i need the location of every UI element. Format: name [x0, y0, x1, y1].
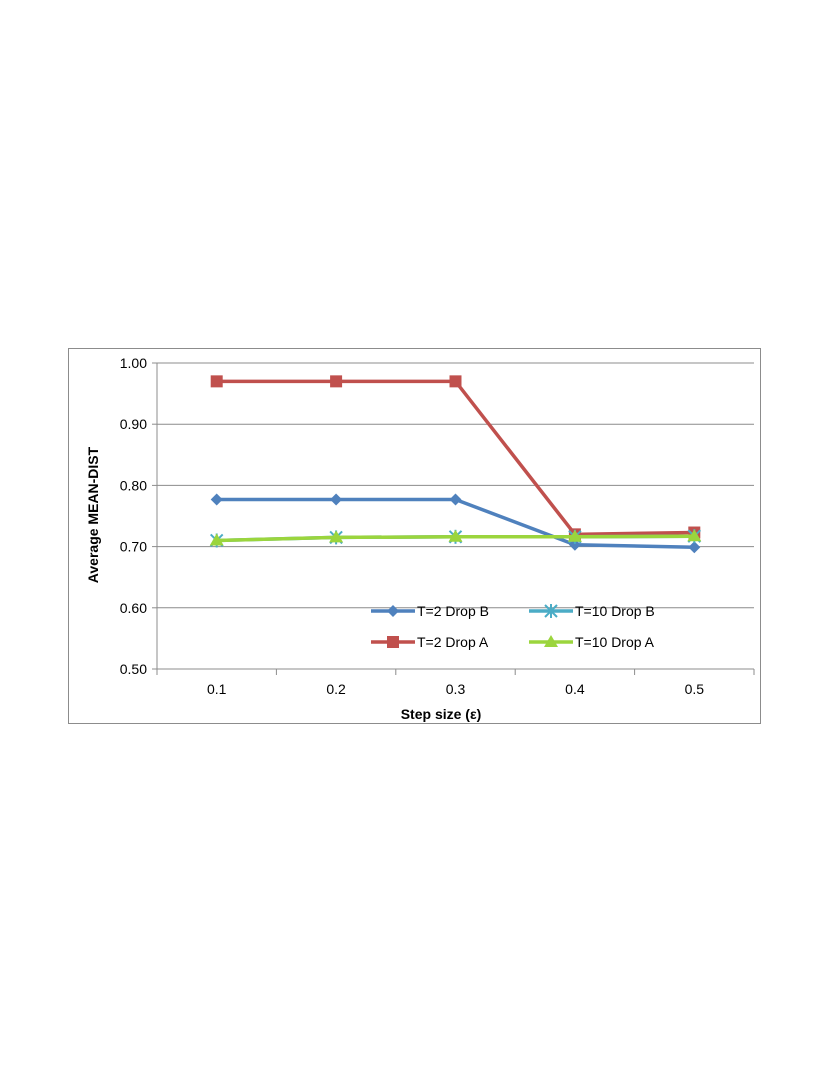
y-tick-label: 0.90 [120, 416, 147, 432]
legend-item: T=10 Drop B [529, 603, 655, 619]
legend-label: T=10 Drop A [575, 634, 655, 650]
legend-item: T=10 Drop A [529, 634, 655, 650]
series-t-10-drop-a [209, 529, 702, 546]
data-point [330, 375, 343, 388]
x-tick-label: 0.4 [565, 681, 585, 697]
legend-marker [544, 635, 558, 647]
data-point [567, 529, 582, 542]
data-point [449, 493, 462, 506]
data-point [687, 529, 702, 542]
legend-label: T=10 Drop B [575, 603, 655, 619]
series-t-2-drop-a [210, 375, 701, 541]
chart-svg: 0.500.600.700.800.901.000.1 0.2 0.3 0.4 0.5 … [85, 355, 755, 722]
y-tick-label: 1.00 [120, 355, 147, 371]
x-tick-label: 0.5 [685, 681, 705, 697]
y-axis-title: Average MEAN-DIST [85, 446, 101, 583]
legend-label: T=2 Drop B [417, 603, 489, 619]
x-tick-label: 0.2 [326, 681, 346, 697]
y-tick-label: 0.60 [120, 600, 147, 616]
legend-marker [387, 636, 399, 648]
x-tick-label: 0.3 [446, 681, 466, 697]
series-t-2-drop-b [210, 493, 701, 554]
y-tick-label: 0.80 [120, 477, 147, 493]
data-point [688, 541, 701, 554]
axes-layer: 0.50 0.60 0.70 0.80 0.90 1.00 0.1 0.2 0.3 0.4 0.5 [120, 355, 755, 697]
data-point [449, 375, 462, 388]
legend-marker [544, 604, 558, 618]
legend-label: T=2 Drop A [417, 634, 489, 650]
data-point [448, 529, 463, 542]
data-point [329, 530, 344, 543]
y-tick-label: 0.50 [120, 661, 147, 677]
x-axis-title: Step size (ε) [401, 706, 482, 722]
data-point [210, 375, 223, 388]
data-point [210, 493, 223, 506]
legend-item: T=2 Drop A [371, 634, 489, 650]
series-line [216, 379, 695, 537]
chart-frame: 0.50 0.60 0.70 0.80 0.90 1.00 0.1 0.2 0.3 0.4 0.5 … [68, 348, 761, 724]
x-tick-label: 0.1 [207, 681, 227, 697]
data-point [330, 493, 343, 506]
data-point [209, 533, 224, 546]
series-layer [209, 375, 702, 554]
legend-item: T=2 Drop B [371, 603, 489, 619]
grid-layer [157, 362, 754, 609]
legend-marker [387, 605, 399, 617]
legend-layer: T=2 Drop B T=10 Drop B T=2 Drop A T=10 Drop… [371, 603, 655, 650]
y-tick-label: 0.70 [120, 539, 147, 555]
